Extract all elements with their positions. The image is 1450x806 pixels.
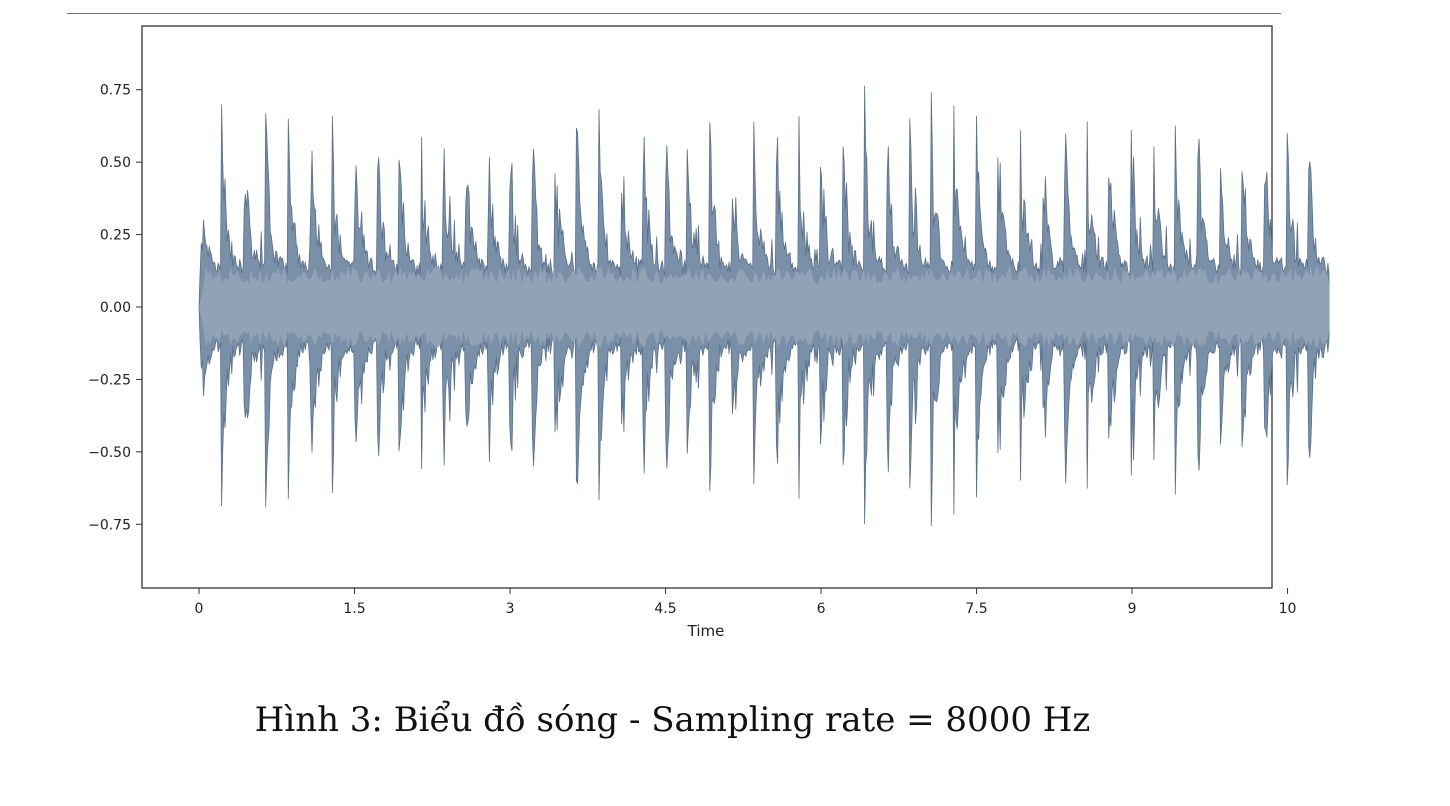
x-tick-label: 10 — [1279, 601, 1297, 617]
y-axis-ticks: 0.75 0.50 0.25 0.00 −0.25 −0.50 −0.75 — [88, 83, 142, 533]
x-tick-label: 3 — [506, 601, 515, 617]
x-tick-label: 6 — [817, 601, 826, 617]
x-tick-label: 1.5 — [343, 601, 365, 617]
x-axis-ticks: 0 1.5 3 4.5 6 7.5 9 10 — [195, 588, 1297, 617]
x-axis-label: Time — [687, 622, 725, 640]
y-tick-label: −0.75 — [88, 517, 131, 533]
waveform-series — [198, 85, 1330, 527]
figure-caption: Hình 3: Biểu đồ sóng - Sampling rate = 8… — [254, 700, 1091, 740]
waveform-chart: 0.75 0.50 0.25 0.00 −0.25 −0.50 −0.75 0 1.5 3 4.5… — [88, 25, 1330, 640]
y-tick-label: −0.50 — [88, 445, 131, 461]
y-tick-label: 0.25 — [100, 228, 131, 244]
waveform-core — [199, 266, 1329, 348]
x-tick-label: 9 — [1128, 601, 1137, 617]
x-tick-label: 7.5 — [965, 601, 987, 617]
y-tick-label: 0.00 — [100, 300, 131, 316]
x-tick-label: 4.5 — [654, 601, 676, 617]
y-tick-label: 0.75 — [100, 83, 131, 99]
x-tick-label: 0 — [195, 601, 204, 617]
top-rule — [67, 13, 1281, 14]
y-tick-label: 0.50 — [100, 155, 131, 171]
y-tick-label: −0.25 — [88, 372, 131, 388]
